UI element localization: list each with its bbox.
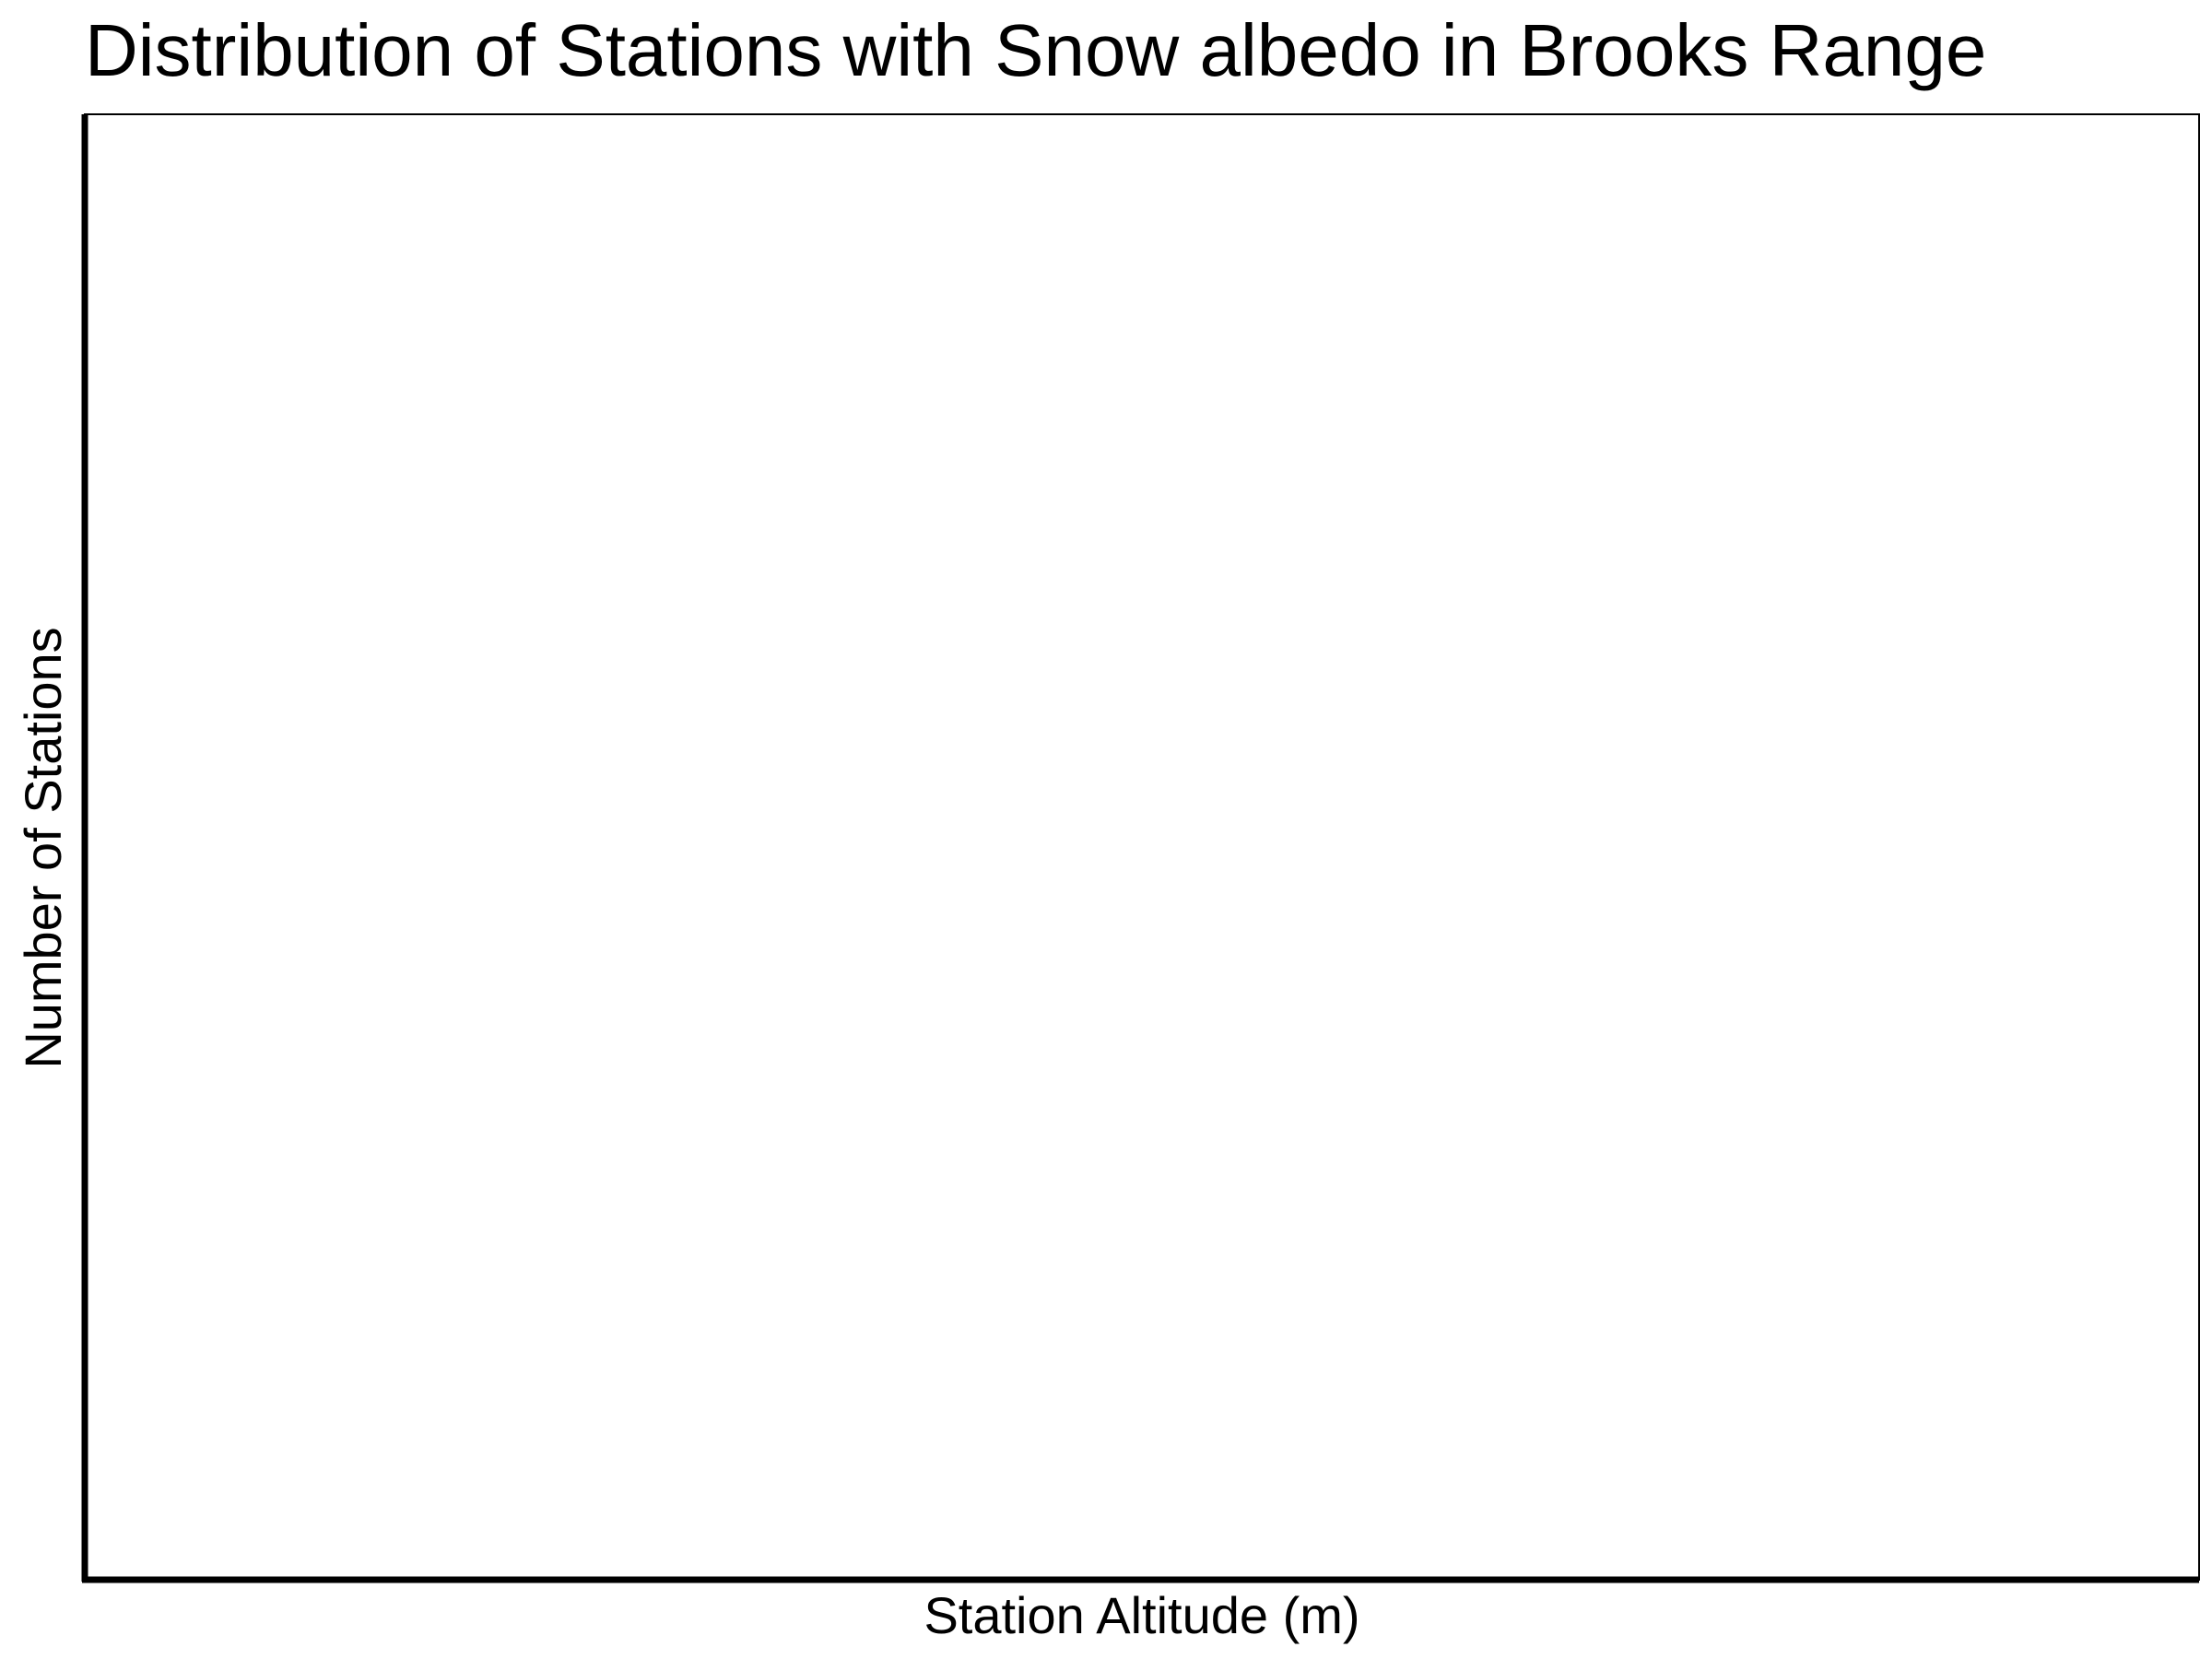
y-axis-label: Number of Stations (14, 627, 72, 1068)
x-axis-label: Station Altitude (m) (924, 1586, 1359, 1644)
plot-panel (84, 113, 2200, 1581)
chart-title: Distribution of Stations with Snow albed… (85, 9, 1986, 91)
